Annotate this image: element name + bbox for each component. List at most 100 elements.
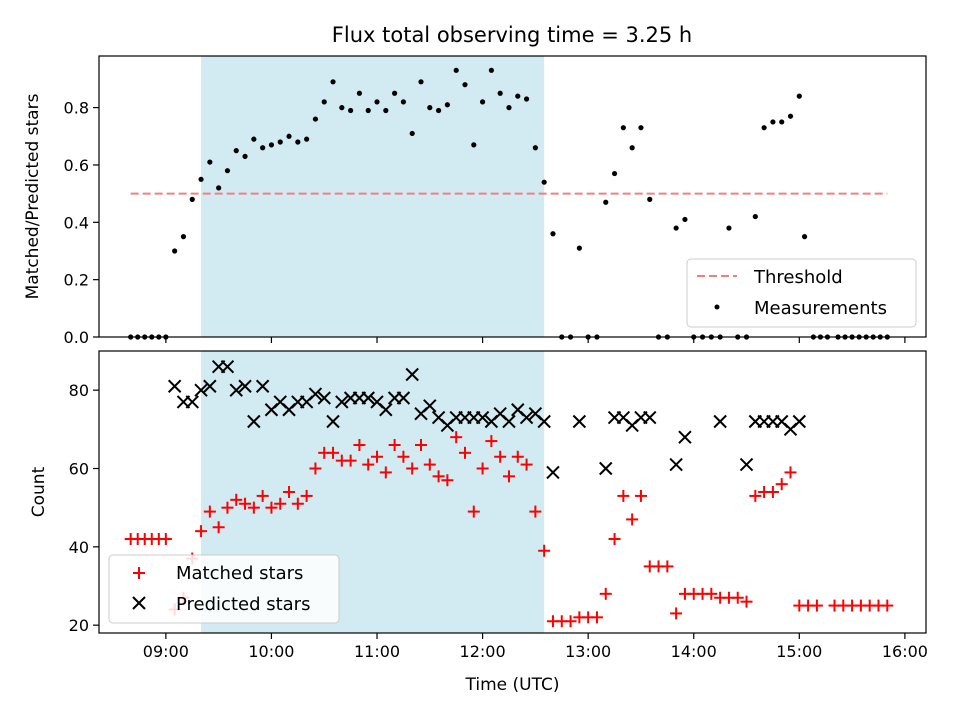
matched-stars-point-11:55 — [467, 505, 480, 518]
predicted-stars-point-13:50 — [669, 457, 683, 472]
bottom-panel-marks — [124, 359, 894, 628]
matched-stars-point-14:50 — [775, 478, 788, 491]
matched-stars-point-09:40 — [230, 493, 243, 506]
measurements-point-09:45 — [242, 153, 248, 159]
top-panel-frame — [98, 55, 927, 338]
x-tick-label-15:00: 15:00 — [776, 642, 822, 661]
predicted-stars-point-12:35 — [537, 414, 551, 429]
measurements-point-15:03 — [801, 234, 808, 240]
matched-stars-point-13:50 — [670, 607, 683, 620]
x-tick-label-09:00: 09:00 — [143, 642, 189, 661]
measurements-point-12:00 — [479, 99, 486, 105]
measurements-point-09:05 — [172, 248, 178, 254]
measurements-point-12:10 — [497, 90, 503, 96]
legend-matched-swatch — [133, 567, 145, 579]
measurements-point-12:05 — [488, 67, 494, 73]
y-tick-label-0.8: 0.8 — [64, 99, 89, 118]
matched-stars-point-13:05 — [590, 611, 603, 624]
predicted-stars-point-09:15 — [185, 395, 199, 409]
measurements-point-09:35 — [224, 168, 231, 174]
matched-stars-point-10:45 — [344, 454, 357, 467]
measurements-point-10:00 — [268, 142, 275, 148]
legend-predicted-label: Predicted stars — [176, 594, 310, 615]
measurements-point-14:20 — [726, 225, 732, 231]
measurements-point-13:30 — [638, 125, 644, 131]
matched-stars-point-14:25 — [731, 591, 744, 604]
matched-stars-point-15:50 — [881, 599, 894, 612]
x-tick-label-14:00: 14:00 — [671, 642, 717, 661]
matched-stars-point-14:55 — [784, 466, 797, 479]
measurements-point-14:50 — [779, 119, 785, 125]
matched-stars-point-12:25 — [520, 458, 533, 471]
legend-predicted-swatch — [132, 596, 146, 610]
measurements-point-11:25 — [418, 79, 424, 85]
matched-stars-point-11:00 — [371, 450, 384, 463]
predicted-stars-point-10:55 — [361, 391, 375, 405]
measurements-point-14:55 — [787, 113, 794, 119]
y-tick-label-80: 80 — [69, 381, 89, 400]
predicted-stars-point-10:25 — [308, 387, 323, 401]
measurements-point-10:55 — [365, 107, 371, 114]
predicted-stars-point-10:30 — [317, 391, 331, 405]
top-panel-ticks: 0.0 0.2 0.4 0.6 0.8 — [64, 99, 906, 347]
x-axis-label: Time (UTC) — [465, 675, 560, 695]
y-tick-label-0.2: 0.2 — [64, 271, 89, 290]
y-tick-label-20: 20 — [69, 616, 89, 635]
measurements-point-14:40 — [761, 125, 767, 131]
measurements-point-09:10 — [180, 234, 187, 240]
predicted-stars-point-12:15 — [502, 414, 516, 429]
measurements-point-15:00 — [796, 93, 802, 99]
measurements-point-10:35 — [330, 79, 336, 85]
predicted-stars-point-10:35 — [326, 414, 340, 429]
bottom-legend: Matched stars Predicted stars — [108, 554, 340, 624]
top-y-axis-label: Matched/Predicted stars — [23, 93, 43, 299]
predicted-stars-point-11:05 — [379, 403, 393, 417]
bottom-legend-box — [108, 554, 340, 624]
matched-stars-point-12:35 — [538, 544, 551, 557]
matched-stars-point-10:50 — [353, 439, 366, 451]
bottom-panel: 09:00 10:00 11:00 12:00 13:00 14:00 15:00 16:00… — [29, 350, 928, 695]
measurements-point-09:50 — [251, 136, 257, 142]
measurements-point-13:15 — [611, 170, 618, 177]
measurements-point-10:05 — [277, 139, 283, 145]
measurements-point-09:20 — [198, 176, 204, 182]
measurements-point-11:50 — [462, 82, 468, 88]
predicted-stars-point-13:35 — [643, 410, 657, 425]
y-tick-label-0.4: 0.4 — [64, 213, 89, 232]
matched-stars-point-11:45 — [450, 431, 463, 444]
measurements-point-11:55 — [471, 142, 477, 148]
top-panel: 0.00.20.40.60.8 Matched/Predicted stars … — [23, 55, 927, 347]
measurements-point-09:25 — [207, 159, 213, 165]
predicted-stars-point-09:45 — [238, 379, 252, 393]
legend-matched-label: Matched stars — [176, 563, 303, 584]
measurements-point-10:25 — [312, 116, 319, 122]
measurements-point-09:30 — [216, 185, 222, 191]
matched-stars-point-09:45 — [239, 497, 252, 510]
matched-stars-point-09:25 — [203, 505, 216, 518]
predicted-stars-point-09:50 — [247, 414, 261, 429]
measurements-point-13:20 — [620, 125, 626, 131]
legend-predicted-marker — [132, 596, 146, 610]
matched-stars-point-14:35 — [749, 489, 762, 502]
predicted-stars-point-11:30 — [423, 399, 437, 413]
predicted-stars-point-15:00 — [792, 414, 807, 429]
measurements-point-10:30 — [321, 99, 327, 105]
measurements-point-11:05 — [383, 107, 389, 114]
matched-stars-point-10:25 — [309, 462, 322, 475]
measurements-point-11:20 — [409, 130, 415, 137]
matched-stars-point-10:55 — [362, 458, 375, 471]
x-tick-label-10:00: 10:00 — [248, 642, 294, 661]
matched-stars-point-09:50 — [247, 501, 260, 514]
measurements-point-12:55 — [576, 245, 582, 251]
matched-stars-point-13:25 — [626, 513, 639, 526]
matched-stars-point-14:45 — [766, 486, 779, 498]
predicted-stars-point-14:30 — [739, 457, 754, 472]
matched-stars-point-13:10 — [599, 587, 612, 600]
measurements-point-13:50 — [673, 225, 679, 231]
matched-stars-point-11:15 — [397, 450, 410, 463]
predicted-stars-point-11:20 — [405, 367, 419, 382]
legend-threshold-label: Threshold — [753, 267, 843, 288]
predicted-stars-point-14:15 — [713, 414, 727, 429]
measurements-point-09:15 — [189, 196, 195, 202]
